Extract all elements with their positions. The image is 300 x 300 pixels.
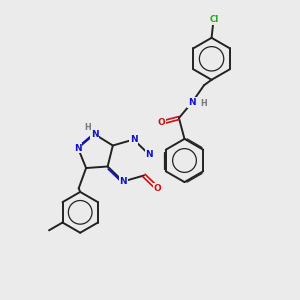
Text: H: H [85, 123, 91, 132]
Text: O: O [158, 118, 165, 127]
Text: H: H [200, 99, 207, 108]
Text: Cl: Cl [210, 15, 219, 24]
Text: N: N [188, 98, 196, 107]
Text: N: N [145, 150, 153, 159]
Text: N: N [119, 177, 127, 186]
Text: N: N [74, 143, 82, 152]
Text: N: N [91, 130, 98, 139]
Text: N: N [130, 135, 137, 144]
Text: O: O [154, 184, 161, 193]
